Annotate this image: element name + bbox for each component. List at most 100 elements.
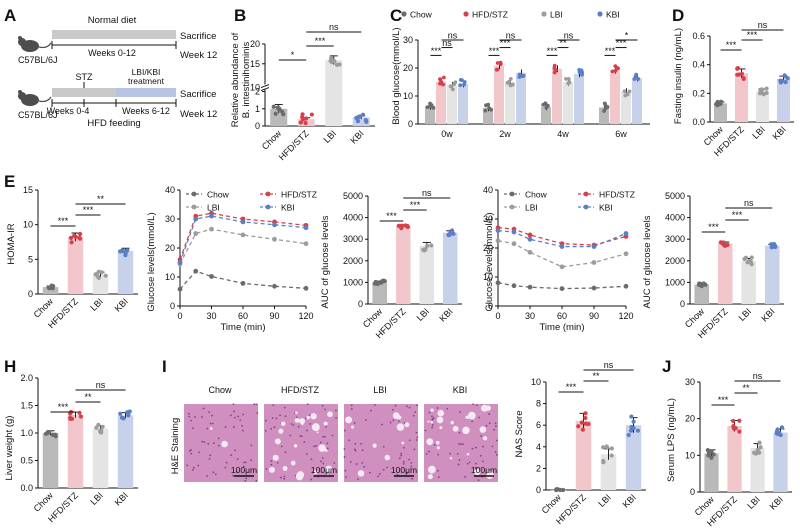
x-tick-label: KBI xyxy=(348,128,365,145)
nucleus xyxy=(233,449,236,452)
y-tick-label: 1.0 xyxy=(20,428,33,438)
data-point xyxy=(334,62,340,67)
panel-letter: E xyxy=(4,172,15,191)
data-point xyxy=(783,74,788,79)
data-point xyxy=(51,283,56,289)
image-title: LBI xyxy=(373,385,387,395)
legend-label: HFD/STZ xyxy=(281,190,317,200)
nucleus xyxy=(276,461,279,464)
panel-letter: I xyxy=(162,357,167,376)
x-tick-label: KBI xyxy=(437,306,454,323)
data-point xyxy=(757,440,762,445)
data-point xyxy=(613,64,618,69)
nucleus xyxy=(273,426,276,429)
nucleus xyxy=(322,457,324,459)
nucleus xyxy=(315,444,318,447)
data-point xyxy=(580,72,584,77)
lipid-vacuole xyxy=(426,438,434,446)
week-label: Week 12 xyxy=(180,109,217,120)
lipid-vacuole xyxy=(296,471,305,479)
panel-letter: B xyxy=(234,6,246,25)
nucleus xyxy=(289,434,292,437)
nucleus xyxy=(436,407,439,409)
significance-label: ** xyxy=(84,392,92,402)
nucleus xyxy=(433,443,436,446)
data-point xyxy=(758,445,763,450)
nucleus xyxy=(297,425,300,428)
nucleus xyxy=(437,476,440,478)
data-point xyxy=(701,281,706,286)
nucleus xyxy=(408,406,411,409)
nucleus xyxy=(474,466,477,469)
data-point xyxy=(96,422,101,427)
sacrifice-label: Sacrifice xyxy=(180,89,216,100)
data-point xyxy=(271,104,276,109)
lipid-vacuole xyxy=(306,415,310,420)
nucleus xyxy=(202,407,205,410)
nucleus xyxy=(386,466,389,469)
nucleus xyxy=(491,445,494,448)
data-point xyxy=(779,425,785,430)
line-point xyxy=(177,286,183,292)
nucleus xyxy=(207,442,210,445)
week-label: Week 12 xyxy=(180,50,217,61)
lipid-vacuole xyxy=(465,415,469,420)
y-tick-label: 20 xyxy=(165,243,175,253)
x-tick-label: LBI xyxy=(88,490,105,507)
y-tick-label: 2.0 xyxy=(20,373,33,383)
nucleus xyxy=(311,471,314,474)
nucleus xyxy=(494,422,497,425)
y-tick-label: 10 xyxy=(685,450,695,460)
line-point xyxy=(495,238,501,244)
bar xyxy=(442,232,458,304)
data-point xyxy=(300,112,305,117)
line-point xyxy=(591,260,597,265)
lipid-vacuole xyxy=(316,431,319,434)
nucleus xyxy=(428,411,431,414)
data-point xyxy=(564,77,568,81)
data-point xyxy=(69,240,74,245)
data-point xyxy=(748,259,753,264)
data-point xyxy=(579,420,584,425)
significance-label: *** xyxy=(605,46,616,56)
nucleus xyxy=(488,422,491,425)
line-point xyxy=(623,231,629,236)
nucleus xyxy=(280,445,283,448)
nucleus xyxy=(437,453,439,456)
nucleus xyxy=(478,416,480,419)
nucleus xyxy=(468,461,471,464)
bar xyxy=(551,68,562,124)
nucleus xyxy=(321,405,324,407)
data-point xyxy=(757,91,763,96)
data-point xyxy=(103,273,108,278)
nucleus xyxy=(405,405,408,408)
nucleus xyxy=(229,414,232,417)
series-line xyxy=(179,270,307,290)
x-tick-label: 90 xyxy=(269,311,279,321)
x-tick-label: 60 xyxy=(238,311,248,321)
y-tick-label: 10 xyxy=(250,83,260,93)
nucleus xyxy=(275,417,278,420)
bar xyxy=(625,425,642,490)
data-point xyxy=(355,119,361,124)
data-point xyxy=(623,93,628,98)
bar xyxy=(67,414,84,488)
treatment-label: treatment xyxy=(128,76,165,86)
nucleus xyxy=(333,462,336,464)
x-tick-label: 6w xyxy=(615,129,627,139)
lipid-vacuole xyxy=(466,452,470,456)
y-tick-label: 40 xyxy=(165,185,175,195)
x-tick-label: HFD/STZ xyxy=(277,128,311,162)
lipid-vacuole xyxy=(485,405,491,411)
legend-swatch-dot xyxy=(191,204,197,210)
data-point xyxy=(273,111,278,116)
data-point xyxy=(429,243,434,248)
significance-label: *** xyxy=(58,402,69,412)
data-point xyxy=(452,82,457,87)
x-tick-label: 0 xyxy=(495,311,500,321)
data-point xyxy=(696,282,702,287)
lipid-vacuole xyxy=(318,444,326,452)
y-tick-label: 0.2 xyxy=(692,88,705,98)
nucleus xyxy=(488,413,491,415)
nucleus xyxy=(480,435,483,437)
